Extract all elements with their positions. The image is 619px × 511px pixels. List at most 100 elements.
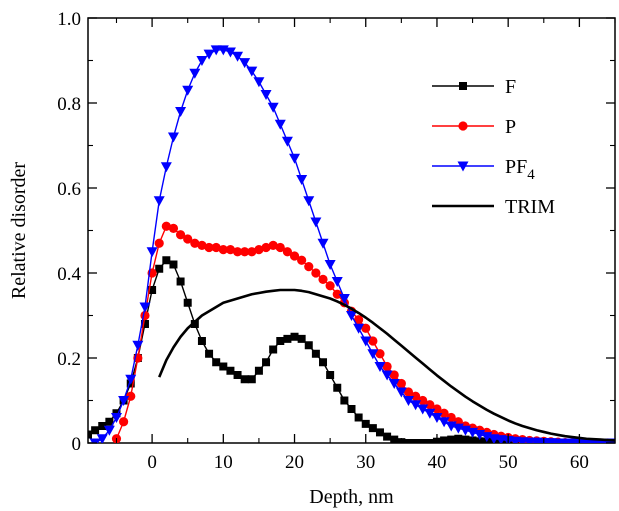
data-point <box>160 162 172 173</box>
data-point <box>91 426 100 435</box>
data-point <box>167 132 179 143</box>
data-point <box>368 336 378 346</box>
data-point <box>331 277 343 287</box>
data-point <box>347 405 356 413</box>
data-point <box>254 245 264 255</box>
legend-label: TRIM <box>505 196 555 218</box>
legend-marker <box>457 161 469 172</box>
data-point <box>240 247 250 257</box>
data-point <box>326 371 335 379</box>
data-point <box>268 240 278 250</box>
data-point <box>182 85 194 96</box>
data-point <box>176 277 185 286</box>
data-point <box>333 383 342 392</box>
data-point <box>418 439 427 443</box>
data-point <box>404 439 413 443</box>
data-point <box>375 349 385 359</box>
data-point <box>417 404 429 415</box>
data-point <box>297 255 307 265</box>
x-tick-label: 60 <box>570 452 589 473</box>
data-point <box>118 396 130 406</box>
data-point <box>318 274 328 284</box>
data-point <box>403 387 414 397</box>
legend-label: PF4 <box>505 156 535 183</box>
data-point <box>247 375 256 384</box>
data-point <box>297 334 306 343</box>
y-tick-label: 0.6 <box>57 179 81 200</box>
data-point <box>246 66 258 77</box>
data-point <box>103 425 115 436</box>
data-point <box>367 349 379 360</box>
data-point <box>311 268 321 278</box>
data-point <box>411 439 420 443</box>
data-point <box>304 262 314 272</box>
data-point <box>290 332 299 341</box>
data-point <box>148 286 157 294</box>
data-point <box>424 408 436 419</box>
data-point <box>226 366 235 375</box>
data-point <box>175 107 187 117</box>
data-point <box>140 320 149 328</box>
data-point <box>410 391 421 401</box>
data-point <box>289 153 301 164</box>
data-point <box>261 242 271 253</box>
data-point <box>175 230 186 240</box>
series-p <box>111 221 615 443</box>
data-point <box>432 404 442 414</box>
data-point <box>205 349 214 358</box>
legend-label: F <box>505 76 516 98</box>
series-f <box>88 256 615 443</box>
data-point <box>260 90 272 100</box>
data-point <box>425 400 435 410</box>
data-point <box>219 362 228 371</box>
data-point <box>89 438 101 443</box>
series-line <box>115 225 615 443</box>
data-point <box>274 119 286 130</box>
data-point <box>374 362 386 372</box>
data-point <box>153 196 165 207</box>
data-point <box>212 358 221 367</box>
data-point <box>190 238 200 248</box>
data-point <box>183 298 192 307</box>
data-point <box>475 437 484 443</box>
data-point <box>439 408 449 418</box>
x-tick-label: 30 <box>356 452 375 473</box>
x-tick-label: 20 <box>285 452 304 473</box>
y-tick-label: 1.0 <box>57 9 81 30</box>
data-point <box>203 49 215 60</box>
data-point <box>269 345 278 354</box>
data-point <box>382 361 392 372</box>
data-point <box>253 77 265 88</box>
data-point <box>381 370 393 381</box>
data-point <box>110 413 122 423</box>
data-point <box>383 432 392 441</box>
data-point <box>395 387 407 398</box>
data-point <box>440 436 449 443</box>
data-point <box>361 419 370 428</box>
data-point <box>303 196 315 207</box>
data-point <box>232 51 244 62</box>
data-point <box>276 337 285 345</box>
data-point <box>262 358 271 367</box>
data-point <box>197 240 207 250</box>
data-point <box>232 247 243 257</box>
y-tick-label: 0.8 <box>57 94 81 115</box>
x-tick-label: 0 <box>147 452 157 473</box>
data-point <box>446 412 456 423</box>
data-point <box>281 136 293 147</box>
data-point <box>233 371 242 379</box>
data-point <box>360 336 372 347</box>
data-point <box>168 223 179 233</box>
data-point <box>354 413 363 422</box>
legend-item: TRIM <box>432 196 555 218</box>
data-point <box>431 413 443 423</box>
data-point <box>218 245 228 255</box>
data-point <box>353 323 365 334</box>
axis-layer: 0 10 20 30 40 50 60 0 0.2 0.4 0.6 0.8 1.0 <box>57 9 616 473</box>
legend-item: P <box>432 116 516 138</box>
data-point <box>161 221 171 231</box>
data-point <box>390 435 399 443</box>
data-point <box>119 417 129 427</box>
data-point <box>247 247 257 257</box>
data-point <box>162 256 171 265</box>
